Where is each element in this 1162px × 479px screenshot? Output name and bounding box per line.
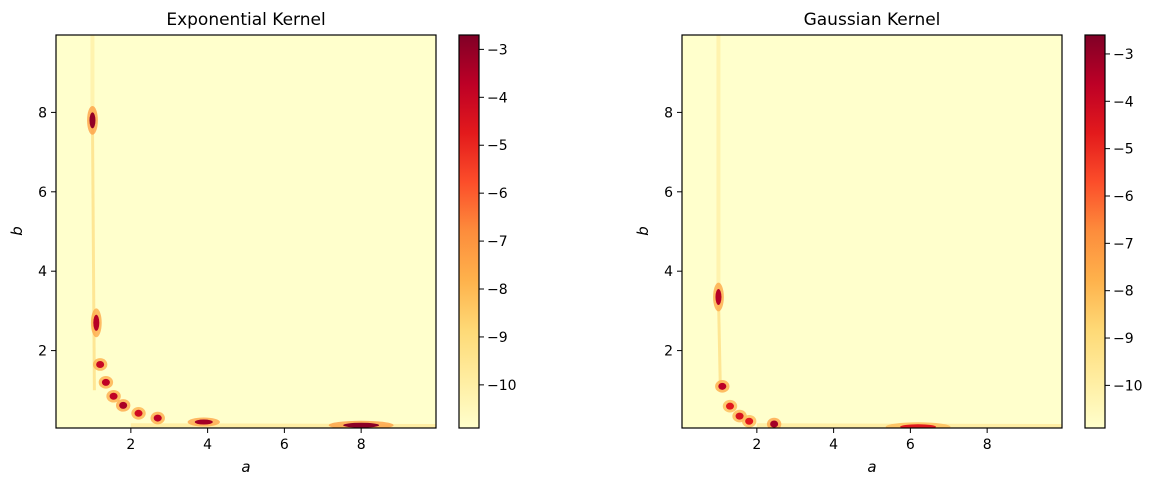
heatmap-marks — [87, 35, 436, 428]
x-tick-label: 4 — [829, 437, 838, 453]
chart-title: Gaussian Kernel — [804, 10, 941, 30]
heatmap-peak — [715, 289, 722, 305]
colorbar-tick-label: −3 — [487, 42, 508, 58]
x-tick-label: 4 — [203, 437, 212, 453]
colorbar-tick-label: −8 — [1113, 284, 1134, 300]
colorbar-tick-label: −5 — [487, 138, 508, 154]
heatmap-peak — [109, 392, 118, 400]
y-axis-label: b — [634, 226, 652, 236]
x-tick-label: 8 — [983, 437, 992, 453]
x-tick-label: 8 — [357, 437, 366, 453]
ridge-vertical-inner — [90, 120, 96, 391]
heatmap-peak — [134, 409, 143, 417]
heatmap-peak — [89, 112, 96, 129]
colorbar-tick-label: −8 — [487, 282, 508, 298]
colorbar-tick-label: −4 — [487, 90, 508, 106]
colorbar-frame — [458, 34, 480, 429]
y-axis: 2 4 6 8 — [664, 105, 682, 360]
heatmap-gaussian: Gaussian Kernel 2 4 6 8 2 4 6 8 a b −3 −4 −5 −6 −7… — [634, 10, 1143, 476]
heatmap-marks — [713, 35, 1062, 428]
colorbar-gradient — [1085, 35, 1105, 428]
colorbar-tick-label: −9 — [487, 330, 508, 346]
colorbar: −3 −4 −5 −6 −7 −8 −9 −10 — [458, 34, 517, 429]
heatmap-peak — [119, 401, 128, 409]
x-tick-label: 6 — [280, 437, 289, 453]
heatmap-peak — [745, 417, 754, 425]
colorbar-tick-label: −5 — [1113, 142, 1134, 158]
y-tick-label: 2 — [38, 344, 47, 360]
y-axis-label: b — [8, 226, 26, 236]
heatmap-peak — [343, 422, 380, 428]
plot-frame — [55, 34, 437, 429]
x-axis: 2 4 6 8 — [752, 428, 992, 453]
colorbar-tick-label: −7 — [487, 234, 508, 250]
colorbar: −3 −4 −5 −6 −7 −8 −9 −10 — [1084, 34, 1143, 429]
colorbar-tick-label: −9 — [1113, 331, 1134, 347]
heatmap-peak — [194, 419, 213, 425]
y-tick-label: 4 — [664, 264, 673, 280]
colorbar-tick-label: −10 — [487, 378, 517, 394]
colorbar-ticks: −3 −4 −5 −6 −7 −8 −9 −10 — [1105, 47, 1143, 394]
y-tick-label: 8 — [38, 105, 47, 121]
colorbar-gradient — [459, 35, 479, 428]
heatmap-peak — [93, 314, 100, 331]
y-tick-label: 6 — [664, 185, 673, 201]
colorbar-tick-label: −3 — [1113, 47, 1134, 63]
x-tick-label: 2 — [126, 437, 135, 453]
colorbar-tick-label: −6 — [487, 186, 508, 202]
chart-title: Exponential Kernel — [166, 10, 325, 30]
x-axis-label: a — [241, 458, 250, 476]
heatmap-peak — [735, 412, 744, 420]
y-axis: 2 4 6 8 — [38, 105, 56, 360]
x-axis: 2 4 6 8 — [126, 428, 366, 453]
colorbar-tick-label: −7 — [1113, 236, 1134, 252]
heatmap-background — [682, 35, 1062, 428]
y-tick-label: 4 — [38, 264, 47, 280]
x-tick-label: 2 — [752, 437, 761, 453]
heatmap-peak — [770, 420, 779, 428]
x-axis-label: a — [867, 458, 876, 476]
colorbar-tick-label: −4 — [1113, 94, 1134, 110]
x-tick-label: 6 — [906, 437, 915, 453]
plot-frame — [681, 34, 1063, 429]
heatmap-peak — [718, 382, 727, 390]
heatmap-peak — [725, 402, 734, 410]
colorbar-tick-label: −6 — [1113, 189, 1134, 205]
heatmap-peak — [96, 360, 105, 368]
heatmap-background — [56, 35, 436, 428]
colorbar-ticks: −3 −4 −5 −6 −7 −8 −9 −10 — [479, 42, 517, 394]
colorbar-tick-label: −10 — [1113, 378, 1143, 394]
y-tick-label: 6 — [38, 185, 47, 201]
heatmap-peak — [900, 424, 937, 428]
ridge-vertical-inner — [716, 296, 722, 391]
heatmap-peak — [101, 378, 110, 386]
y-tick-label: 8 — [664, 105, 673, 121]
heatmap-peak — [153, 414, 162, 422]
colorbar-frame — [1084, 34, 1106, 429]
y-tick-label: 2 — [664, 344, 673, 360]
